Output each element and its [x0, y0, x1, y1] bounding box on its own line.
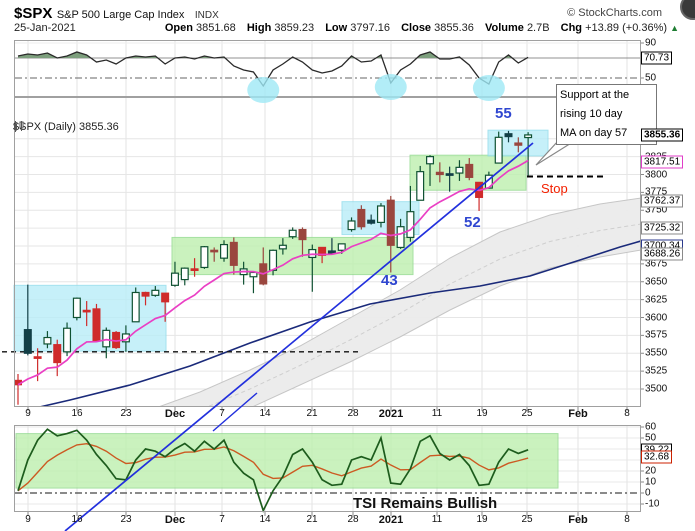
x-axis-label-bottom: 14: [259, 514, 270, 525]
x-axis-label-bottom: 2021: [379, 514, 403, 526]
y-axis-label: 3575: [645, 330, 667, 341]
rsi-dip-highlight: [375, 74, 407, 100]
x-axis-label: 9: [25, 408, 31, 419]
tsi-axis-label: -10: [645, 499, 659, 510]
x-axis-label-bottom: Feb: [568, 514, 588, 526]
day-count-43: 43: [381, 272, 398, 289]
price-tag: 32.68: [641, 451, 672, 464]
tsi-axis-label: 20: [645, 466, 656, 477]
tsi-axis-label: 10: [645, 477, 656, 488]
x-axis-label: Feb: [568, 408, 588, 420]
tsi-axis-label: 0: [645, 488, 651, 499]
x-axis-label-bottom: 11: [432, 514, 442, 525]
x-axis-label-bottom: 19: [476, 514, 487, 525]
x-axis-label: 25: [521, 408, 532, 419]
x-axis-label-bottom: 23: [120, 514, 131, 525]
chart-window: { "header": { "symbol": "$SPX", "name": …: [0, 0, 695, 531]
x-axis-label-bottom: 8: [624, 514, 630, 525]
x-axis-label-bottom: 21: [306, 514, 317, 525]
x-axis-label: 19: [476, 408, 487, 419]
x-axis-label-bottom: 9: [25, 514, 31, 525]
day-count-52: 52: [464, 214, 481, 231]
y-axis-label: 3500: [645, 384, 667, 395]
x-axis-label: 7: [219, 408, 225, 419]
x-axis-label-bottom: 25: [521, 514, 532, 525]
x-axis-label: 16: [71, 408, 82, 419]
price-tag: 3762.37: [641, 195, 683, 208]
x-axis-label: Dec: [165, 408, 185, 420]
tsi-axis-label: 50: [645, 433, 656, 444]
y-axis-label: 3625: [645, 294, 667, 305]
x-axis-label: 28: [347, 408, 358, 419]
x-axis-label-bottom: 16: [71, 514, 82, 525]
price-tag: 3688.26: [641, 248, 683, 261]
series-label: $SPX (Daily) 3855.36: [13, 121, 119, 133]
rsi-axis-label: 50: [645, 73, 656, 84]
chart-type-icon: [13, 121, 26, 132]
y-axis-label: 3650: [645, 276, 667, 287]
y-axis-label: 3550: [645, 348, 667, 359]
day-count-55: 55: [495, 105, 512, 122]
callout-line-1: Support at the: [560, 86, 653, 105]
tsi-axis-label: 60: [645, 422, 656, 433]
x-axis-label-bottom: Dec: [165, 514, 185, 526]
rsi-dip-highlight: [247, 77, 279, 103]
x-axis-label: 21: [306, 408, 317, 419]
x-axis-label: 2021: [379, 408, 403, 420]
tsi-caption: TSI Remains Bullish: [353, 495, 497, 512]
price-tag: 3855.36: [641, 129, 683, 142]
y-axis-label: 3800: [645, 169, 667, 180]
price-tag: 70.73: [641, 52, 672, 65]
x-axis-label-bottom: 28: [347, 514, 358, 525]
y-axis-label: 3525: [645, 366, 667, 377]
rsi-axis-label: 90: [645, 38, 656, 49]
chart-canvas: [0, 0, 695, 531]
series-label-row: $SPX (Daily) 3855.36: [13, 121, 119, 133]
x-axis-label-bottom: 7: [219, 514, 225, 525]
price-tag: 3817.51: [641, 156, 683, 169]
x-axis-label: 8: [624, 408, 630, 419]
x-axis-label: 11: [432, 408, 442, 419]
x-axis-label: 14: [259, 408, 270, 419]
callout-line-2: rising 10 day: [560, 105, 653, 124]
rsi-dip-highlight: [473, 75, 505, 101]
x-axis-label: 23: [120, 408, 131, 419]
y-axis-label: 3600: [645, 312, 667, 323]
callout-line-3: MA on day 57: [560, 124, 653, 143]
price-tag: 3725.32: [641, 222, 683, 235]
stop-label: Stop: [541, 181, 568, 196]
